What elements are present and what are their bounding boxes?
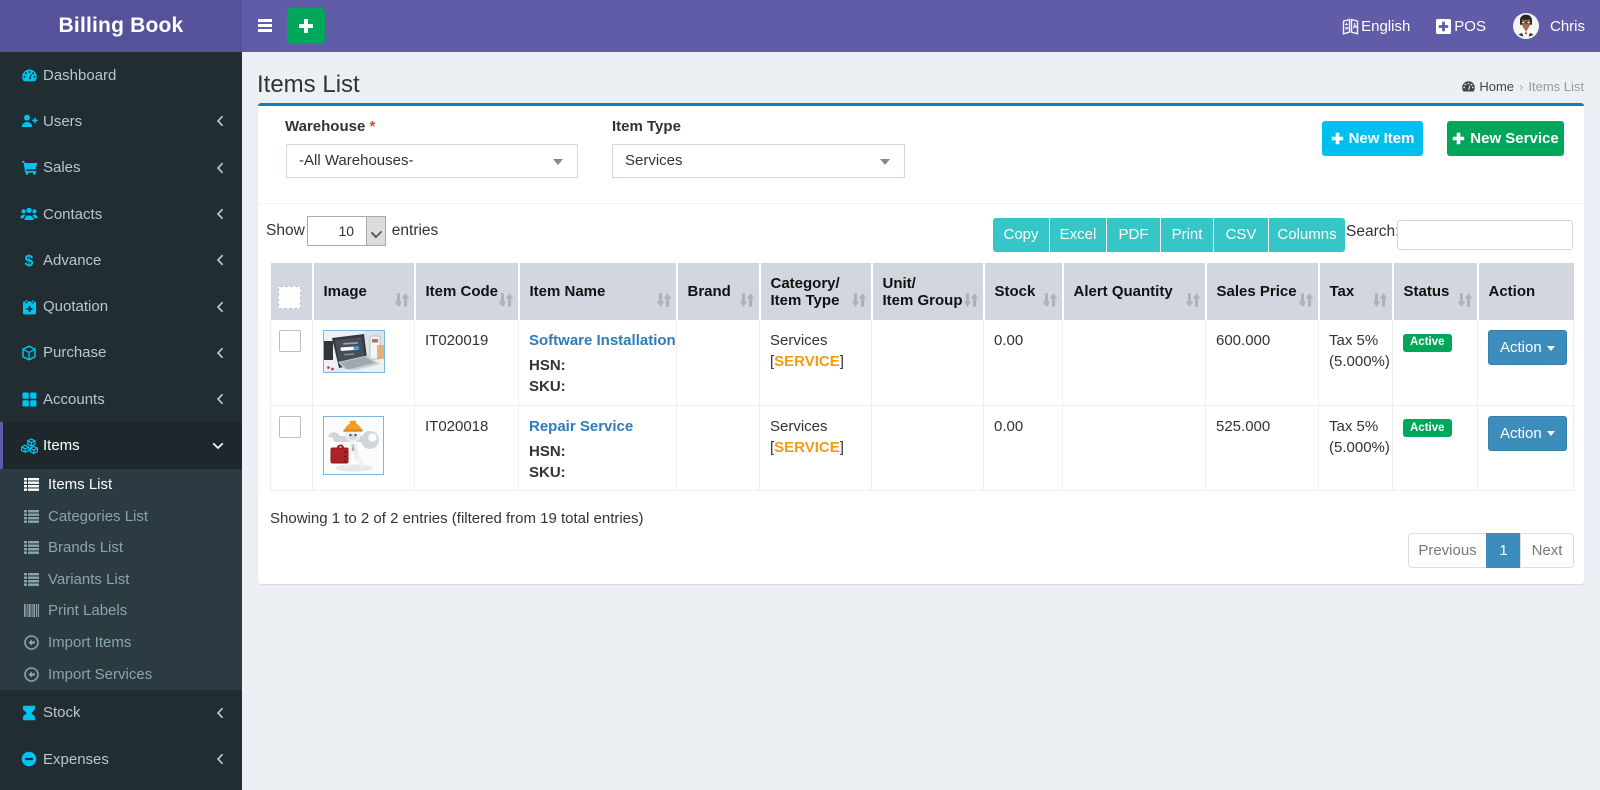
svg-text:$: $ bbox=[25, 253, 34, 269]
